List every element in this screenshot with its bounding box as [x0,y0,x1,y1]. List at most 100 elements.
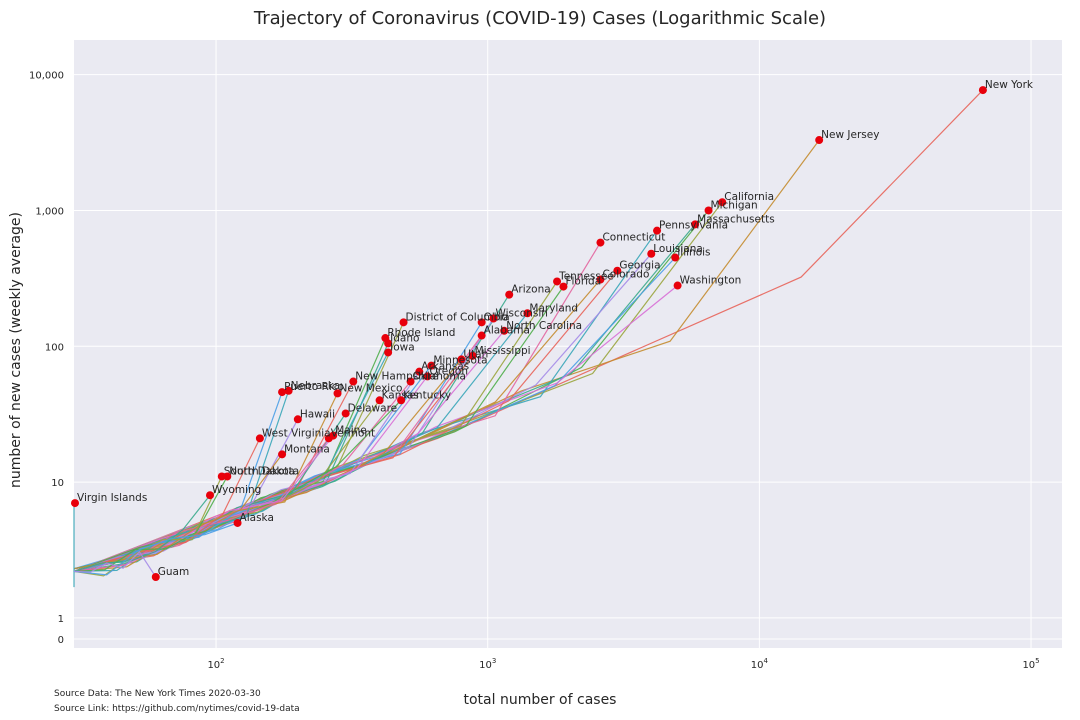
state-label: Maine [335,425,367,437]
trajectory-line [73,438,261,572]
y-tick-label: 10 [51,478,64,489]
state-label: Delaware [348,402,397,414]
state-label: Kansas [382,389,419,401]
state-label: Oklahoma [413,371,466,383]
state-label: District of Columbia [406,311,510,323]
state-marker [653,226,662,235]
state-label: New York [985,79,1034,91]
source-data-note: Source Data: The New York Times 2020-03-… [54,689,261,699]
x-axis-label: total number of cases [463,692,617,708]
state-marker [278,388,287,397]
state-label: South Dakota [224,465,295,477]
state-label: Illinois [677,247,710,259]
state-marker [217,472,226,481]
state-marker [284,386,293,395]
x-tick-label: 102 [207,657,224,671]
state-label: California [724,191,774,203]
state-marker [375,396,384,405]
state-label: Virgin Islands [77,492,147,504]
state-label: Iowa [390,341,415,353]
state-label: Montana [284,443,330,455]
state-label: New Mexico [340,382,403,394]
state-marker [457,355,466,364]
state-marker [255,434,264,443]
state-label: Nebraska [291,380,341,392]
state-label: Michigan [711,199,758,211]
state-marker [468,351,477,360]
state-marker [71,499,79,508]
x-tick-label: 103 [479,657,496,671]
state-label: Kentucky [403,389,451,401]
state-marker [671,253,680,262]
state-label: Washington [680,275,742,287]
state-label: Colorado [602,269,649,281]
state-marker [815,136,824,145]
state-label: Alabama [484,325,530,337]
state-label: Georgia [619,260,660,272]
state-marker [399,318,408,327]
trajectory-line [73,550,157,578]
state-label: Florida [565,276,601,288]
x-tick-label: 105 [1022,657,1039,671]
state-label: Maryland [529,302,578,314]
state-label: Wyoming [212,484,261,496]
state-marker [293,415,302,424]
state-label: Utah [463,348,488,360]
state-label: Puerto Rico [284,381,344,393]
state-label: North Dakota [229,465,299,477]
state-label: Rhode Island [387,327,455,339]
state-marker [505,290,514,299]
state-label: Vermont [331,427,375,439]
source-link-note: Source Link: https://github.com/nytimes/… [54,704,300,714]
trajectory-line [73,390,290,572]
state-marker [427,361,436,370]
state-label: Connecticut [602,232,665,244]
state-marker [278,450,287,459]
state-label: Oregon [429,365,468,377]
trajectory-line [73,476,228,572]
state-marker [691,220,700,229]
state-marker [415,367,424,376]
plot-background [74,40,1062,648]
state-label: Arkansas [421,361,469,373]
state-marker [477,318,486,327]
state-marker [523,309,532,318]
state-marker [596,275,605,284]
state-marker [613,266,622,275]
state-label: Tennessee [558,270,614,282]
state-marker [223,472,232,481]
state-marker [341,409,350,418]
state-label: Alaska [240,512,274,524]
x-tick-label: 104 [751,657,769,671]
state-marker [647,249,656,258]
state-label: West Virginia [262,427,331,439]
state-marker [384,348,393,357]
y-tick-label: 1 [58,614,64,625]
state-label: North Carolina [506,320,582,332]
state-label: Minnesota [433,355,487,367]
state-label: New Jersey [821,129,879,141]
state-marker [704,206,713,215]
state-marker [477,331,486,340]
state-marker [596,238,605,247]
state-marker [489,314,498,323]
state-label: Arizona [511,284,550,296]
y-tick-label-zero: 0 [58,635,64,646]
state-marker [349,377,358,386]
state-label: Wisconsin [495,308,547,320]
y-tick-label: 100 [45,342,64,353]
state-label: Mississippi [475,345,531,357]
state-marker [978,86,987,95]
state-label: Massachusetts [697,213,775,225]
state-label: Idaho [390,332,419,344]
state-marker [205,491,214,500]
state-marker [384,339,393,348]
state-label: Louisiana [653,243,703,255]
state-marker [333,389,342,398]
trajectory-line [73,399,402,572]
state-marker [397,396,406,405]
state-marker [233,518,242,527]
state-marker [718,198,727,207]
